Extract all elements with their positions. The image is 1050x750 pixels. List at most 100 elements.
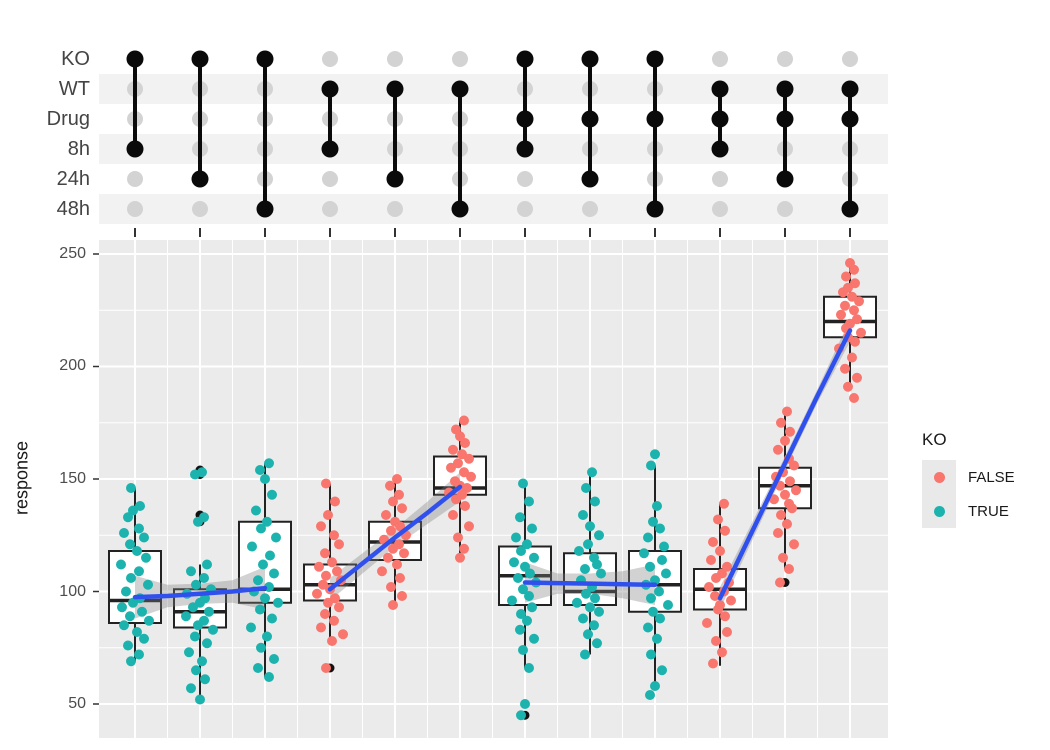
jitter-point	[720, 525, 730, 536]
jitter-point	[329, 615, 339, 626]
y-tick-label: 200	[59, 357, 86, 374]
matrix-dot-active	[191, 170, 209, 188]
matrix-dot-active	[321, 140, 339, 158]
jitter-point	[247, 541, 257, 552]
matrix-dot-active	[711, 110, 729, 128]
jitter-point	[661, 568, 671, 579]
jitter-point	[646, 460, 656, 471]
jitter-point	[646, 593, 656, 604]
jitter-point	[464, 453, 474, 464]
legend-label: TRUE	[968, 502, 1009, 520]
jitter-point	[381, 510, 391, 520]
jitter-point	[184, 647, 194, 658]
y-tick-label: 250	[59, 245, 86, 262]
matrix-dot-active	[711, 80, 729, 98]
matrix-dot-active	[516, 140, 534, 158]
matrix-row-label: KO	[61, 48, 90, 70]
jitter-point	[574, 546, 584, 556]
jitter-point	[126, 483, 136, 493]
jitter-point	[126, 656, 136, 667]
jitter-point	[264, 458, 274, 469]
jitter-point	[529, 552, 539, 563]
matrix-dot-inactive	[127, 201, 143, 217]
jitter-point	[141, 552, 151, 563]
jitter-point	[321, 663, 331, 673]
jitter-point	[529, 633, 539, 644]
jitter-point	[334, 602, 344, 613]
jitter-point	[123, 512, 133, 523]
jitter-point	[126, 573, 136, 583]
jitter-point	[520, 699, 530, 709]
jitter-point	[202, 638, 212, 649]
jitter-point	[329, 530, 339, 541]
legend-key-true: TRUE	[922, 494, 1045, 528]
matrix-dot-active	[841, 80, 859, 98]
jitter-point	[645, 690, 655, 700]
jitter-point	[643, 532, 653, 543]
matrix-dot-inactive	[387, 51, 403, 67]
jitter-point	[715, 546, 725, 556]
jitter-point	[655, 523, 665, 534]
jitter-point	[773, 444, 783, 455]
jitter-point	[852, 372, 862, 383]
jitter-point	[314, 561, 324, 572]
jitter-point	[262, 631, 272, 642]
jitter-point	[513, 573, 523, 583]
matrix-dot-active	[191, 50, 209, 68]
jitter-point	[589, 620, 599, 631]
jitter-point	[397, 591, 407, 601]
jitter-point	[522, 539, 532, 550]
jitter-point	[204, 606, 214, 617]
jitter-point	[778, 552, 788, 563]
jitter-point	[657, 665, 667, 676]
matrix-dot-inactive	[322, 171, 338, 187]
jitter-point	[256, 523, 266, 534]
jitter-point	[789, 460, 799, 471]
matrix-dot-active	[126, 50, 144, 68]
jitter-point	[269, 568, 279, 579]
jitter-point	[181, 611, 191, 622]
matrix-dot-inactive	[517, 171, 533, 187]
matrix-row-label: Drug	[46, 108, 90, 130]
jitter-point	[119, 620, 129, 631]
jitter-point	[639, 548, 649, 559]
jitter-point	[710, 591, 720, 601]
matrix-dot-inactive	[322, 51, 338, 67]
jitter-point	[711, 573, 721, 583]
jitter-point	[516, 710, 526, 721]
jitter-point	[260, 474, 270, 484]
jitter-point	[527, 602, 537, 613]
jitter-point	[117, 602, 127, 613]
jitter-point	[323, 510, 333, 520]
jitter-point	[139, 532, 149, 543]
jitter-point	[720, 611, 730, 622]
jitter-point	[708, 537, 718, 547]
jitter-point	[659, 541, 669, 552]
jitter-point	[516, 546, 526, 556]
jitter-point	[648, 606, 658, 617]
jitter-point	[581, 588, 591, 599]
jitter-point	[719, 498, 729, 509]
jitter-point	[388, 496, 398, 507]
jitter-point	[208, 624, 218, 635]
matrix-stripe	[99, 194, 888, 224]
jitter-point	[578, 510, 588, 520]
matrix-row-label: 24h	[56, 168, 90, 190]
jitter-point	[392, 559, 402, 570]
matrix-dot-active	[516, 110, 534, 128]
jitter-point	[195, 694, 205, 705]
matrix-dot-active	[581, 110, 599, 128]
smooth-line	[132, 585, 268, 600]
panel-background	[99, 240, 888, 738]
smooth-line	[327, 484, 463, 592]
jitter-point	[650, 449, 660, 460]
jitter-point	[849, 264, 859, 275]
jitter-point	[190, 469, 200, 480]
jitter-point	[134, 649, 144, 660]
jitter-point	[583, 629, 593, 640]
jitter-point	[386, 525, 396, 536]
jitter-point	[186, 683, 196, 694]
matrix-dot-active	[776, 80, 794, 98]
matrix-dot-active	[451, 80, 469, 98]
jitter-point	[139, 633, 149, 644]
